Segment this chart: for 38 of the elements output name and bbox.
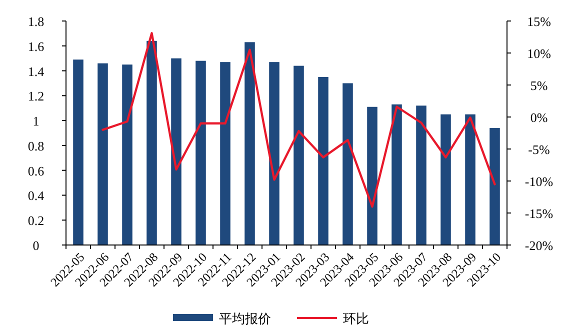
- bar: [196, 60, 206, 245]
- bar: [367, 106, 378, 245]
- bar: [440, 114, 451, 245]
- y-tick-label: 0: [32, 238, 40, 253]
- bar: [122, 64, 132, 245]
- bar: [490, 128, 500, 245]
- y-tick-label: 0.8: [28, 138, 44, 154]
- y2-tick-label: -20%: [524, 238, 554, 253]
- bar: [416, 106, 426, 245]
- y2-tick-label: 10%: [527, 46, 552, 61]
- y2-tick-label: -15%: [524, 206, 554, 221]
- y2-tick-label: -5%: [528, 142, 550, 157]
- y-tick-label: 0.2: [28, 213, 44, 228]
- y-tick-label: 1.6: [28, 38, 45, 54]
- legend-label: 平均报价: [219, 312, 271, 327]
- y2-tick-label: 0%: [530, 110, 548, 125]
- bar: [392, 104, 402, 245]
- y-tick-label: 0.4: [28, 188, 45, 204]
- bar: [294, 66, 304, 245]
- y-tick-label: 1.2: [28, 88, 44, 104]
- bar: [146, 40, 157, 245]
- bar: [244, 42, 255, 245]
- bar: [171, 58, 182, 245]
- bar: [220, 62, 230, 245]
- bar: [318, 77, 328, 245]
- y-tick-label: 1.4: [28, 64, 45, 79]
- y-tick-label: 0.6: [28, 163, 45, 178]
- y2-tick-label: 5%: [530, 78, 548, 93]
- y-tick-label: 1.8: [28, 14, 44, 29]
- bar: [465, 114, 476, 245]
- y2-tick-label: -10%: [524, 174, 554, 189]
- bar: [269, 62, 280, 245]
- bar: [98, 63, 108, 245]
- y2-tick-label: 15%: [527, 14, 552, 29]
- bar: [73, 60, 84, 245]
- bar: [342, 83, 353, 245]
- y-tick-label: 1: [32, 114, 40, 129]
- legend-label: 环比: [343, 312, 369, 327]
